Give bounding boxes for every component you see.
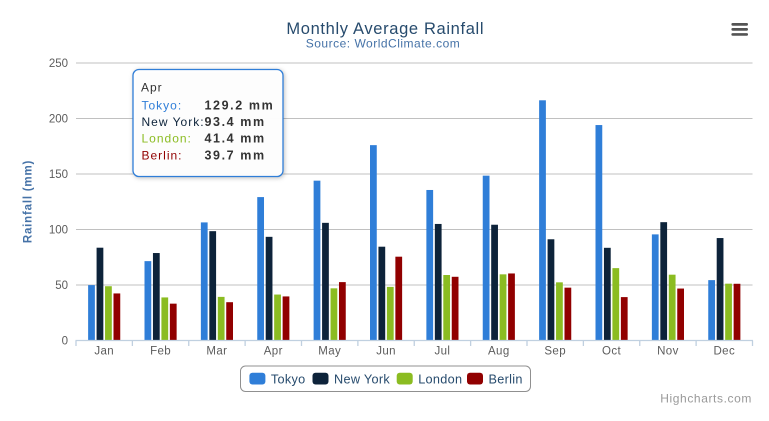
svg-text:London:: London: (142, 132, 192, 146)
svg-text:New York: New York (334, 373, 390, 387)
svg-text:Feb: Feb (150, 346, 171, 358)
svg-text:129.2 mm: 129.2 mm (205, 98, 275, 112)
svg-text:Jun: Jun (376, 346, 396, 358)
svg-text:Tokyo:: Tokyo: (142, 98, 183, 112)
svg-text:41.4 mm: 41.4 mm (205, 132, 266, 146)
svg-text:Sep: Sep (544, 346, 566, 358)
svg-text:93.4 mm: 93.4 mm (205, 115, 266, 129)
svg-text:Apr: Apr (141, 80, 163, 94)
svg-text:New York:: New York: (142, 115, 205, 129)
svg-text:39.7 mm: 39.7 mm (205, 148, 266, 162)
svg-text:50: 50 (55, 280, 68, 292)
svg-text:150: 150 (49, 169, 68, 181)
svg-text:Rainfall (mm): Rainfall (mm) (23, 160, 35, 243)
svg-text:250: 250 (49, 58, 68, 70)
svg-text:0: 0 (62, 336, 68, 348)
svg-text:Berlin: Berlin (489, 373, 523, 387)
svg-text:Monthly Average Rainfall: Monthly Average Rainfall (286, 20, 484, 38)
svg-text:Aug: Aug (488, 346, 510, 358)
svg-text:100: 100 (49, 225, 68, 237)
svg-text:Jul: Jul (434, 346, 450, 358)
svg-text:Jan: Jan (94, 346, 114, 358)
svg-text:Apr: Apr (264, 346, 283, 358)
svg-text:Oct: Oct (602, 346, 621, 358)
svg-text:London: London (418, 373, 462, 387)
svg-text:Nov: Nov (657, 346, 679, 358)
svg-text:Berlin:: Berlin: (142, 148, 183, 162)
svg-text:Tokyo: Tokyo (271, 373, 306, 387)
svg-text:Highcharts.com: Highcharts.com (660, 391, 752, 405)
svg-text:Dec: Dec (713, 346, 735, 358)
svg-text:May: May (318, 346, 341, 358)
svg-text:200: 200 (49, 114, 68, 126)
svg-text:Mar: Mar (206, 346, 227, 358)
svg-text:Source: WorldClimate.com: Source: WorldClimate.com (306, 37, 461, 51)
